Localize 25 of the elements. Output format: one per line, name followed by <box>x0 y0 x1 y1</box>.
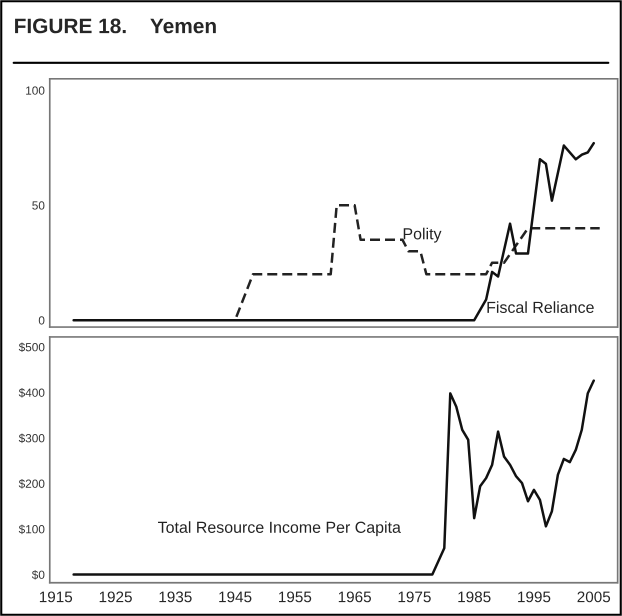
y-tick-label: $0 <box>32 570 44 580</box>
x-tick-label: 1955 <box>279 591 312 602</box>
x-tick-label: 1935 <box>159 591 192 602</box>
x-tick-label: 1925 <box>100 591 132 602</box>
y-tick-label: 0 <box>38 316 44 325</box>
y-tick-label: $500 <box>18 342 44 352</box>
y-tick-label: $300 <box>18 434 44 444</box>
x-tick-label: 1995 <box>518 591 550 602</box>
y-tick-label: 50 <box>32 201 44 210</box>
x-tick-label: 1915 <box>40 591 72 602</box>
chart-title: FIGURE 18. Yemen <box>15 18 216 34</box>
x-tick-label: 1975 <box>398 591 431 602</box>
y-tick-label: 100 <box>26 86 44 95</box>
x-tick-label: 2005 <box>578 591 610 602</box>
x-tick-label: 1945 <box>219 591 252 602</box>
y-tick-label: $200 <box>18 479 44 489</box>
y-tick-label: $400 <box>18 388 44 398</box>
y-tick-label: $100 <box>18 524 44 534</box>
x-tick-label: 1965 <box>338 591 371 602</box>
line-series <box>72 379 595 576</box>
annotation: Fiscal Reliance <box>487 301 594 313</box>
x-tick-label: 1985 <box>458 591 491 602</box>
annotation: Polity <box>404 228 442 243</box>
line-series <box>72 142 595 322</box>
annotation: Total Resource Income Per Capita <box>158 521 401 536</box>
